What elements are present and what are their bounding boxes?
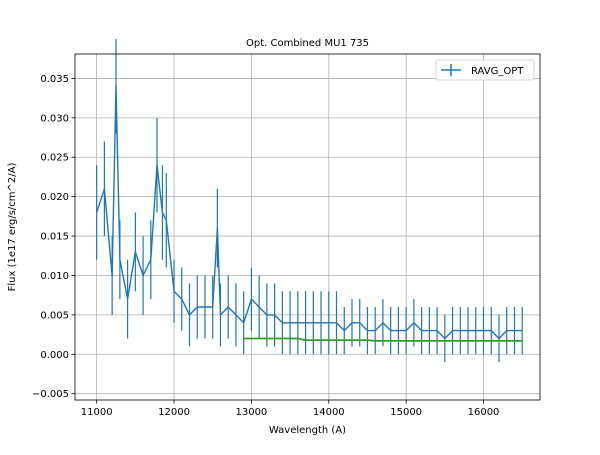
ticks: 11000 12000 13000 14000 15000 16000 −0.005 0.00… [32, 74, 499, 418]
chart-title: Opt. Combined MU1 735 [246, 38, 369, 49]
series-line-ravg-opt [96, 85, 523, 340]
x-tick-label: 13000 [235, 407, 267, 418]
legend-box [435, 59, 535, 81]
y-tick-label: 0.015 [40, 232, 69, 243]
y-tick-label: 0.005 [40, 310, 69, 321]
x-tick-label: 12000 [158, 407, 190, 418]
y-tick-label: 0.010 [40, 271, 69, 282]
continuum-line [243, 337, 523, 342]
x-axis-label: Wavelength (A) [269, 425, 346, 436]
plot-frame [74, 53, 541, 401]
x-tick-label: 14000 [313, 407, 345, 418]
grid [75, 54, 540, 400]
y-tick-label: 0.000 [40, 350, 69, 361]
y-axis-label: Flux (1e17 erg/s/cm^2/A) [7, 163, 18, 292]
y-tick-label: 0.035 [40, 74, 69, 85]
y-tick-label: 0.030 [40, 113, 69, 124]
x-tick-label: 11000 [81, 407, 113, 418]
y-tick-label: −0.005 [32, 389, 69, 400]
legend: RAVG_OPT [435, 59, 535, 81]
y-tick-label: 0.025 [40, 153, 69, 164]
x-tick-label: 15000 [390, 407, 422, 418]
plot-series [96, 39, 523, 363]
x-tick-label: 16000 [468, 407, 500, 418]
y-tick-label: 0.020 [40, 192, 69, 203]
legend-label-ravg-opt: RAVG_OPT [471, 66, 524, 77]
